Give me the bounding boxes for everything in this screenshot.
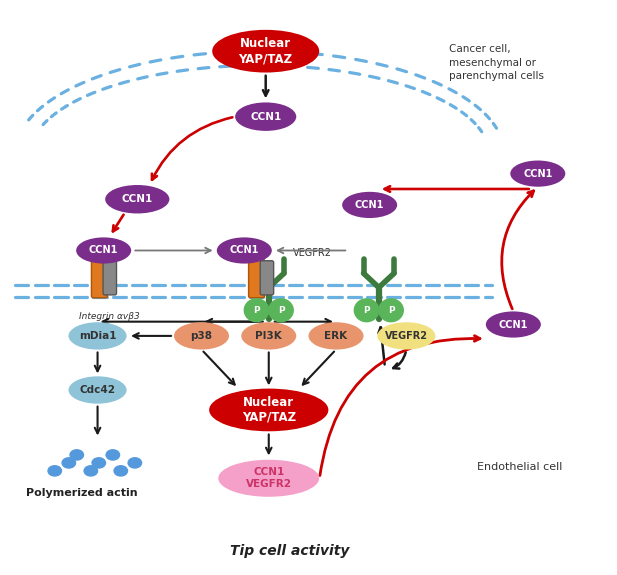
- Text: CCN1: CCN1: [89, 246, 118, 255]
- Ellipse shape: [84, 466, 97, 476]
- Text: CCN1: CCN1: [355, 200, 384, 210]
- Text: CCN1: CCN1: [250, 112, 281, 122]
- Ellipse shape: [209, 389, 328, 431]
- Ellipse shape: [342, 192, 397, 218]
- Ellipse shape: [114, 466, 128, 476]
- Text: Cancer cell,
mesenchymal or
parenchymal cells: Cancer cell, mesenchymal or parenchymal …: [449, 44, 544, 80]
- Text: Endothelial cell: Endothelial cell: [477, 462, 562, 472]
- Text: P: P: [363, 306, 370, 315]
- Ellipse shape: [106, 450, 120, 460]
- Text: CCN1: CCN1: [230, 246, 259, 255]
- Text: Tip cell activity: Tip cell activity: [231, 544, 350, 558]
- Text: CCN1: CCN1: [122, 194, 153, 204]
- Circle shape: [379, 299, 404, 321]
- Text: CCN1: CCN1: [523, 168, 552, 179]
- Text: mDia1: mDia1: [79, 331, 116, 341]
- Ellipse shape: [174, 322, 229, 350]
- Text: Cdc42: Cdc42: [80, 385, 115, 395]
- Ellipse shape: [68, 322, 126, 350]
- FancyBboxPatch shape: [249, 259, 265, 298]
- Text: P: P: [387, 306, 394, 315]
- FancyBboxPatch shape: [91, 259, 107, 298]
- Circle shape: [244, 299, 269, 321]
- Text: p38: p38: [191, 331, 212, 341]
- Text: Nuclear
YAP/TAZ: Nuclear YAP/TAZ: [239, 37, 292, 65]
- Text: Polymerized actin: Polymerized actin: [27, 488, 138, 498]
- Ellipse shape: [76, 237, 131, 263]
- Ellipse shape: [128, 458, 141, 468]
- FancyBboxPatch shape: [103, 260, 117, 295]
- Ellipse shape: [217, 237, 272, 263]
- Circle shape: [354, 299, 379, 321]
- Text: P: P: [278, 306, 284, 315]
- Ellipse shape: [218, 460, 319, 497]
- Ellipse shape: [510, 160, 565, 187]
- Text: Nuclear
YAP/TAZ: Nuclear YAP/TAZ: [242, 396, 296, 424]
- Ellipse shape: [241, 322, 296, 350]
- Ellipse shape: [235, 102, 296, 131]
- Ellipse shape: [48, 466, 62, 476]
- Text: VEGFR2: VEGFR2: [385, 331, 428, 341]
- Text: VEGFR2: VEGFR2: [293, 248, 332, 258]
- Ellipse shape: [92, 458, 106, 468]
- Ellipse shape: [308, 322, 363, 350]
- Ellipse shape: [486, 312, 541, 338]
- FancyBboxPatch shape: [260, 260, 274, 295]
- Circle shape: [269, 299, 293, 321]
- Ellipse shape: [212, 30, 319, 72]
- Text: CCN1
VEGFR2: CCN1 VEGFR2: [246, 467, 292, 489]
- Text: P: P: [253, 306, 260, 315]
- Ellipse shape: [377, 322, 436, 350]
- Ellipse shape: [62, 458, 75, 468]
- Text: CCN1: CCN1: [499, 320, 528, 329]
- Ellipse shape: [68, 376, 126, 404]
- Ellipse shape: [105, 185, 170, 213]
- Text: PI3K: PI3K: [255, 331, 282, 341]
- Ellipse shape: [70, 450, 83, 460]
- Text: Integrin αvβ3: Integrin αvβ3: [80, 312, 140, 321]
- Text: ERK: ERK: [325, 331, 347, 341]
